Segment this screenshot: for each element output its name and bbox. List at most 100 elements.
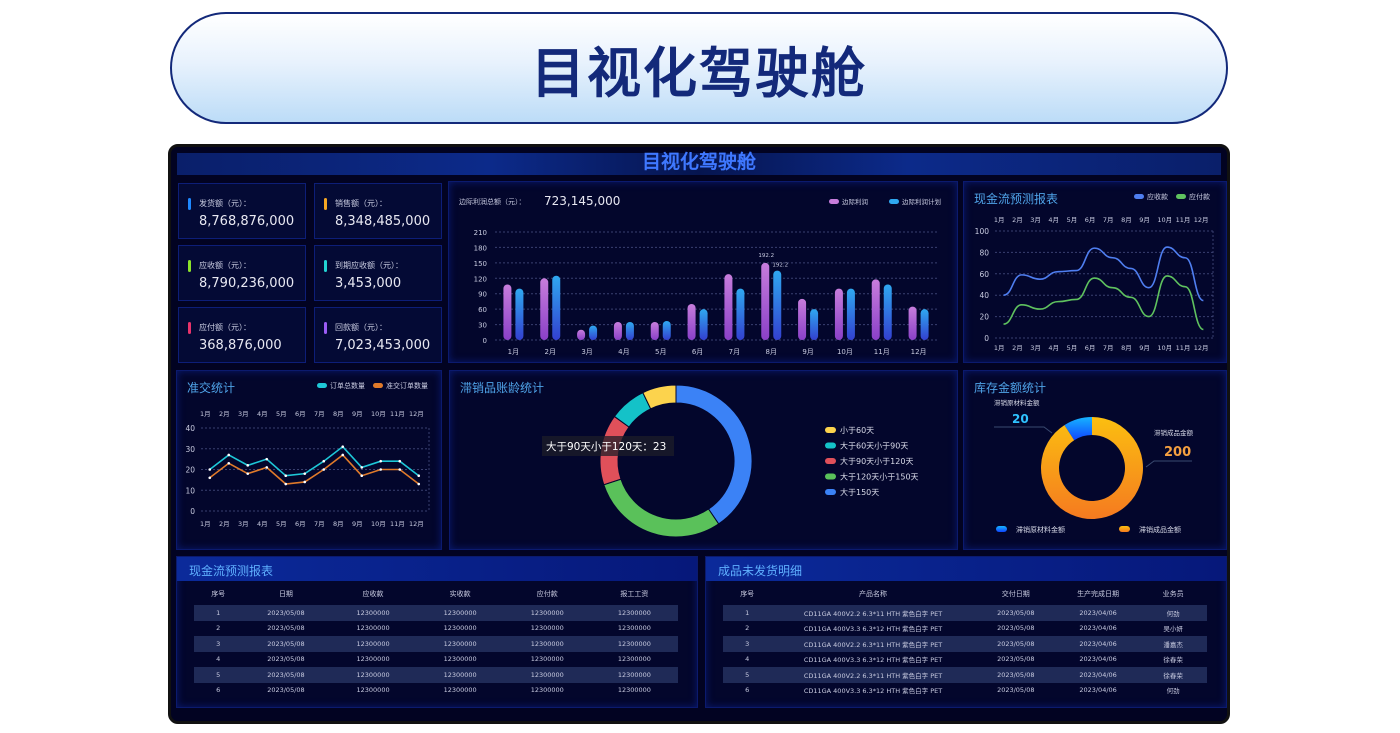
kpi-card: 应收额（元）： 8,790,236,000: [178, 245, 306, 301]
column-header: 序号: [211, 590, 226, 598]
table-row[interactable]: 6 2023/05/08 12300000 12300000 12300000 12300…: [194, 683, 678, 699]
table-row[interactable]: 3 CD11GA 400V2.2 6.3*11 HTH 紫色白字 PET 2023/…: [723, 636, 1207, 652]
series-line: [1003, 275, 1204, 331]
table-cell: 2023/05/08: [997, 655, 1035, 664]
table-cell: 潘嘉杰: [1139, 636, 1207, 652]
kpi-value: 8,768,876,000: [199, 214, 295, 229]
table-cell: CD11GA 400V3.3 6.3*12 HTH 紫色白字 PET: [803, 625, 943, 634]
x-tick-label: 8月: [333, 520, 344, 528]
kpi-value: 368,876,000: [199, 338, 282, 353]
table-cell: 徐春荣: [1163, 656, 1183, 665]
table-row[interactable]: 5 2023/05/08 12300000 12300000 12300000 12300…: [194, 667, 678, 683]
legend-swatch: [825, 473, 836, 480]
kpi-color-bar: [188, 260, 191, 272]
kpi-card: 回款额（元）： 7,023,453,000: [314, 307, 442, 363]
table-title: 现金流预测报表: [177, 557, 697, 581]
table-cell: 6: [745, 686, 750, 695]
x-tick-label: 2月: [219, 520, 230, 528]
table-row[interactable]: 2 CD11GA 400V3.3 6.3*12 HTH 紫色白字 PET 2023/…: [723, 621, 1207, 637]
data-label: 192.2: [772, 263, 788, 269]
kpi-label: 应收额（元）：: [199, 261, 251, 270]
table-cell: 2023/05/08: [267, 624, 305, 633]
legend-label: 大于120天小于150天: [840, 472, 919, 482]
table-row[interactable]: 1 2023/05/08 12300000 12300000 12300000 12300…: [194, 605, 678, 621]
kpi-label: 应付额（元）：: [199, 323, 251, 332]
data-point: [322, 459, 326, 463]
kpi-color-bar: [324, 322, 327, 334]
y-tick-label: 100: [975, 227, 990, 236]
column-header: 业务员: [1162, 590, 1184, 598]
legend-label: 边际利润: [842, 197, 868, 206]
legend-label: 应付款: [1189, 192, 1210, 201]
table-cell: 12300000: [443, 624, 477, 633]
chart-total: 723,145,000: [544, 194, 620, 208]
x-tick-label: 7月: [314, 520, 325, 528]
bar: [883, 284, 892, 340]
pie-slice: [1041, 417, 1143, 519]
table-cell: 徐春荣: [1139, 667, 1207, 683]
legend-swatch: [373, 383, 383, 388]
table-row[interactable]: 4 CD11GA 400V3.3 6.3*12 HTH 紫色白字 PET 2023/…: [723, 652, 1207, 668]
bar: [552, 275, 561, 340]
data-point: [303, 472, 307, 475]
column-header: 报工工资: [620, 590, 649, 598]
x-tick-label: 11月: [390, 520, 405, 528]
table-cell: 2023/05/08: [974, 605, 1057, 621]
series-line: [1003, 246, 1204, 302]
x-tick-label: 12月: [911, 348, 927, 356]
table-row[interactable]: 2 2023/05/08 12300000 12300000 12300000 12300…: [194, 621, 678, 637]
y-tick-label: 20: [979, 313, 989, 322]
table-cell: 2023/04/06: [1056, 605, 1140, 621]
legend-swatch: [825, 427, 836, 433]
table-title: 成品未发货明细: [706, 557, 1226, 581]
y-tick-label: 120: [474, 275, 487, 283]
x-tick-label: 7月: [1103, 344, 1114, 352]
data-table: 序号 产品名称 交付日期 生产完成日期 业务员 1 CD11GA 400V2.2 6.3*1…: [723, 583, 1207, 698]
legend-swatch: [1134, 194, 1144, 199]
table-row[interactable]: 1 CD11GA 400V2.2 6.3*11 HTH 紫色白字 PET 2023/…: [723, 605, 1207, 621]
data-point: [227, 453, 231, 457]
table-cell: 12300000: [530, 686, 564, 695]
legend-swatch: [829, 199, 839, 204]
table-cell: 12300000: [416, 636, 504, 652]
legend-swatch: [1176, 194, 1186, 199]
x-tick-label: 8月: [766, 348, 777, 356]
kpi-label: 到期应收额（元）：: [335, 261, 403, 270]
x-tick-label: 11月: [874, 348, 890, 356]
table-header-row: 序号 产品名称 交付日期 生产完成日期 业务员: [723, 583, 1207, 605]
x-tick-label: 4月: [257, 520, 268, 528]
table-cell: CD11GA 400V2.2 6.3*11 HTH 紫色白字 PET: [771, 667, 975, 683]
x-tick-label: 10月: [1157, 344, 1172, 352]
column-header: 序号: [740, 590, 755, 598]
bar: [687, 304, 696, 340]
pie-slice: [675, 384, 753, 525]
page-header: 目视化驾驶舱: [170, 12, 1228, 124]
legend-swatch: [825, 458, 836, 464]
table-cell: 12300000: [617, 624, 651, 633]
x-tick-label: 11月: [1176, 344, 1191, 352]
table-cell: 12300000: [416, 605, 504, 621]
chart-title: 现金流预测报表: [974, 191, 1058, 206]
data-label: 192.2: [758, 253, 774, 259]
slice-label: 滞销原材料金额: [994, 398, 1040, 407]
kpi-card: 发货额（元）： 8,768,876,000: [178, 183, 306, 239]
y-tick-label: 90: [478, 291, 487, 299]
table-row[interactable]: 4 2023/05/08 12300000 12300000 12300000 12300…: [194, 652, 678, 668]
x-tick-label: 1月: [200, 520, 211, 528]
pie-slice: [1064, 417, 1092, 441]
legend-label: 大于150天: [840, 487, 879, 497]
table-row[interactable]: 5 CD11GA 400V2.2 6.3*11 HTH 紫色白字 PET 2023/…: [723, 667, 1207, 683]
table-row[interactable]: 3 2023/05/08 12300000 12300000 12300000 12300…: [194, 636, 678, 652]
table-row[interactable]: 6 CD11GA 400V3.3 6.3*12 HTH 紫色白字 PET 2023/…: [723, 683, 1207, 699]
table-cell: 12300000: [530, 624, 564, 633]
x-tick-label: 7月: [729, 348, 740, 356]
kpi-value: 8,790,236,000: [199, 276, 295, 291]
unshipped-table-panel: 成品未发货明细 序号 产品名称 交付日期 生产完成日期 业务员 1 CD11GA 400V2.…: [705, 556, 1227, 708]
x-tick-label: 10月: [837, 348, 853, 356]
y-tick-label: 40: [979, 291, 989, 300]
table-cell: 1: [723, 605, 772, 621]
table-cell: 12300000: [590, 667, 678, 683]
legend-label: 边际利润计划: [902, 197, 941, 206]
x-tick-label: 8月: [1121, 216, 1132, 224]
